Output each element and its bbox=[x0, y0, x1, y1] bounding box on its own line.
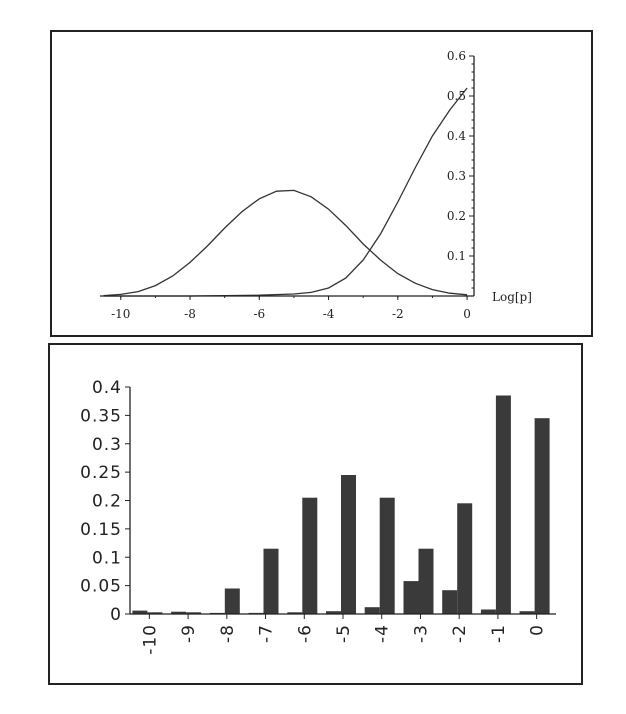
line-chart-frame bbox=[50, 30, 593, 337]
bar-chart-x-tick-label: -6 bbox=[295, 624, 315, 643]
bar-series-2-cat-6 bbox=[326, 611, 341, 614]
line-chart-x-tick-label: -6 bbox=[253, 307, 265, 321]
line-chart-x-tick-label: -2 bbox=[392, 307, 404, 321]
bar-chart-x-tick-label: -5 bbox=[334, 624, 354, 643]
line-chart-y-tick-label: 0.1 bbox=[447, 249, 466, 263]
bar-series-1-cat-10 bbox=[495, 395, 511, 614]
bar-series-2-cat-11 bbox=[519, 611, 535, 614]
line-chart-y-tick-label: 0.6 bbox=[447, 49, 466, 63]
histogram-bar-chart: -10 -9 -8 -7 -6 -5 -4 -3 -2 -1 0 00.050.10.150.20.… bbox=[48, 343, 583, 685]
line-chart-x-tick-label: -10 bbox=[111, 307, 130, 321]
bar-series-2-cat-2 bbox=[171, 611, 187, 614]
bar-series-1-cat-6 bbox=[341, 475, 356, 614]
bar-series-1-cat-2 bbox=[186, 612, 202, 614]
bar-chart-x-tick-label: 0 bbox=[528, 624, 548, 636]
bar-chart-bars-layer bbox=[132, 395, 550, 614]
bar-series-2-cat-5 bbox=[287, 612, 303, 614]
line-series-2 bbox=[103, 87, 468, 297]
bar-chart-x-tick-label: -3 bbox=[411, 624, 431, 643]
bar-chart-y-tick-label: 0.25 bbox=[80, 463, 122, 483]
line-chart-y-tick-label: 0.3 bbox=[447, 169, 466, 183]
line-chart-x-ticks: -10 -8 -6 -4 -2 0 bbox=[111, 296, 471, 321]
bar-chart-x-tick-label: -4 bbox=[373, 624, 393, 643]
bar-series-1-cat-11 bbox=[534, 418, 550, 614]
bar-series-1-cat-4 bbox=[263, 548, 279, 614]
line-chart-x-tick-label: 0 bbox=[463, 307, 471, 321]
bar-chart-y-tick-label: 0.15 bbox=[80, 520, 122, 540]
bar-chart-x-tick-label: -9 bbox=[179, 624, 199, 643]
bar-series-2-cat-1 bbox=[132, 610, 148, 614]
bar-series-2-cat-8 bbox=[403, 581, 419, 614]
bar-series-1-cat-1 bbox=[147, 612, 163, 614]
bar-chart-y-tick-label: 0.4 bbox=[92, 378, 122, 398]
bar-chart-y-tick-label: 0.3 bbox=[92, 435, 122, 455]
bar-chart-y-tick-label: 0 bbox=[110, 605, 122, 625]
line-chart-series-layer bbox=[103, 87, 468, 297]
density-line-chart: -10 -8 -6 -4 -2 0 0.1 0.2 0.3 0.4 0.5 0.6 Log[p] bbox=[50, 30, 593, 337]
bar-series-2-cat-7 bbox=[364, 607, 380, 614]
line-chart-y-ticks: 0.1 0.2 0.3 0.4 0.5 0.6 bbox=[447, 49, 474, 289]
bar-series-1-cat-9 bbox=[457, 503, 473, 614]
line-series-1 bbox=[103, 189, 468, 297]
line-chart-y-tick-label: 0.4 bbox=[447, 129, 466, 143]
line-chart-y-tick-label: 0.2 bbox=[447, 209, 466, 223]
line-chart-y-tick-label: 0.5 bbox=[447, 89, 466, 103]
bar-chart-frame bbox=[48, 343, 583, 685]
bar-chart-y-tick-label: 0.2 bbox=[92, 492, 122, 512]
bar-chart-x-tick-label: -8 bbox=[218, 624, 238, 643]
bar-series-1-cat-5 bbox=[302, 497, 318, 614]
bar-series-1-cat-8 bbox=[418, 548, 434, 614]
bar-series-1-cat-3 bbox=[224, 588, 240, 614]
bar-series-2-cat-10 bbox=[480, 609, 496, 614]
line-chart-x-tick-label: -8 bbox=[184, 307, 196, 321]
bar-chart-x-ticks: -10 -9 -8 -7 -6 -5 -4 -3 -2 -1 0 bbox=[140, 614, 548, 655]
bar-chart-y-tick-label: 0.1 bbox=[92, 548, 122, 568]
bar-chart-y-tick-label: 0.05 bbox=[80, 577, 122, 597]
bar-chart-y-tick-label: 0.35 bbox=[80, 406, 122, 426]
bar-chart-x-tick-label: -2 bbox=[450, 624, 470, 643]
bar-series-2-cat-9 bbox=[442, 590, 458, 614]
bar-series-1-cat-7 bbox=[379, 497, 395, 614]
bar-chart-x-tick-label: -10 bbox=[140, 624, 160, 655]
bar-chart-y-ticks: 0 0.05 0.1 0.15 0.2 0.25 0.3 0.35 0.4 bbox=[80, 378, 130, 625]
line-chart-x-tick-label: -4 bbox=[323, 307, 335, 321]
line-chart-x-axis-label: Log[p] bbox=[492, 290, 532, 304]
bar-chart-x-tick-label: -7 bbox=[257, 624, 277, 643]
bar-chart-x-tick-label: -1 bbox=[489, 624, 509, 643]
